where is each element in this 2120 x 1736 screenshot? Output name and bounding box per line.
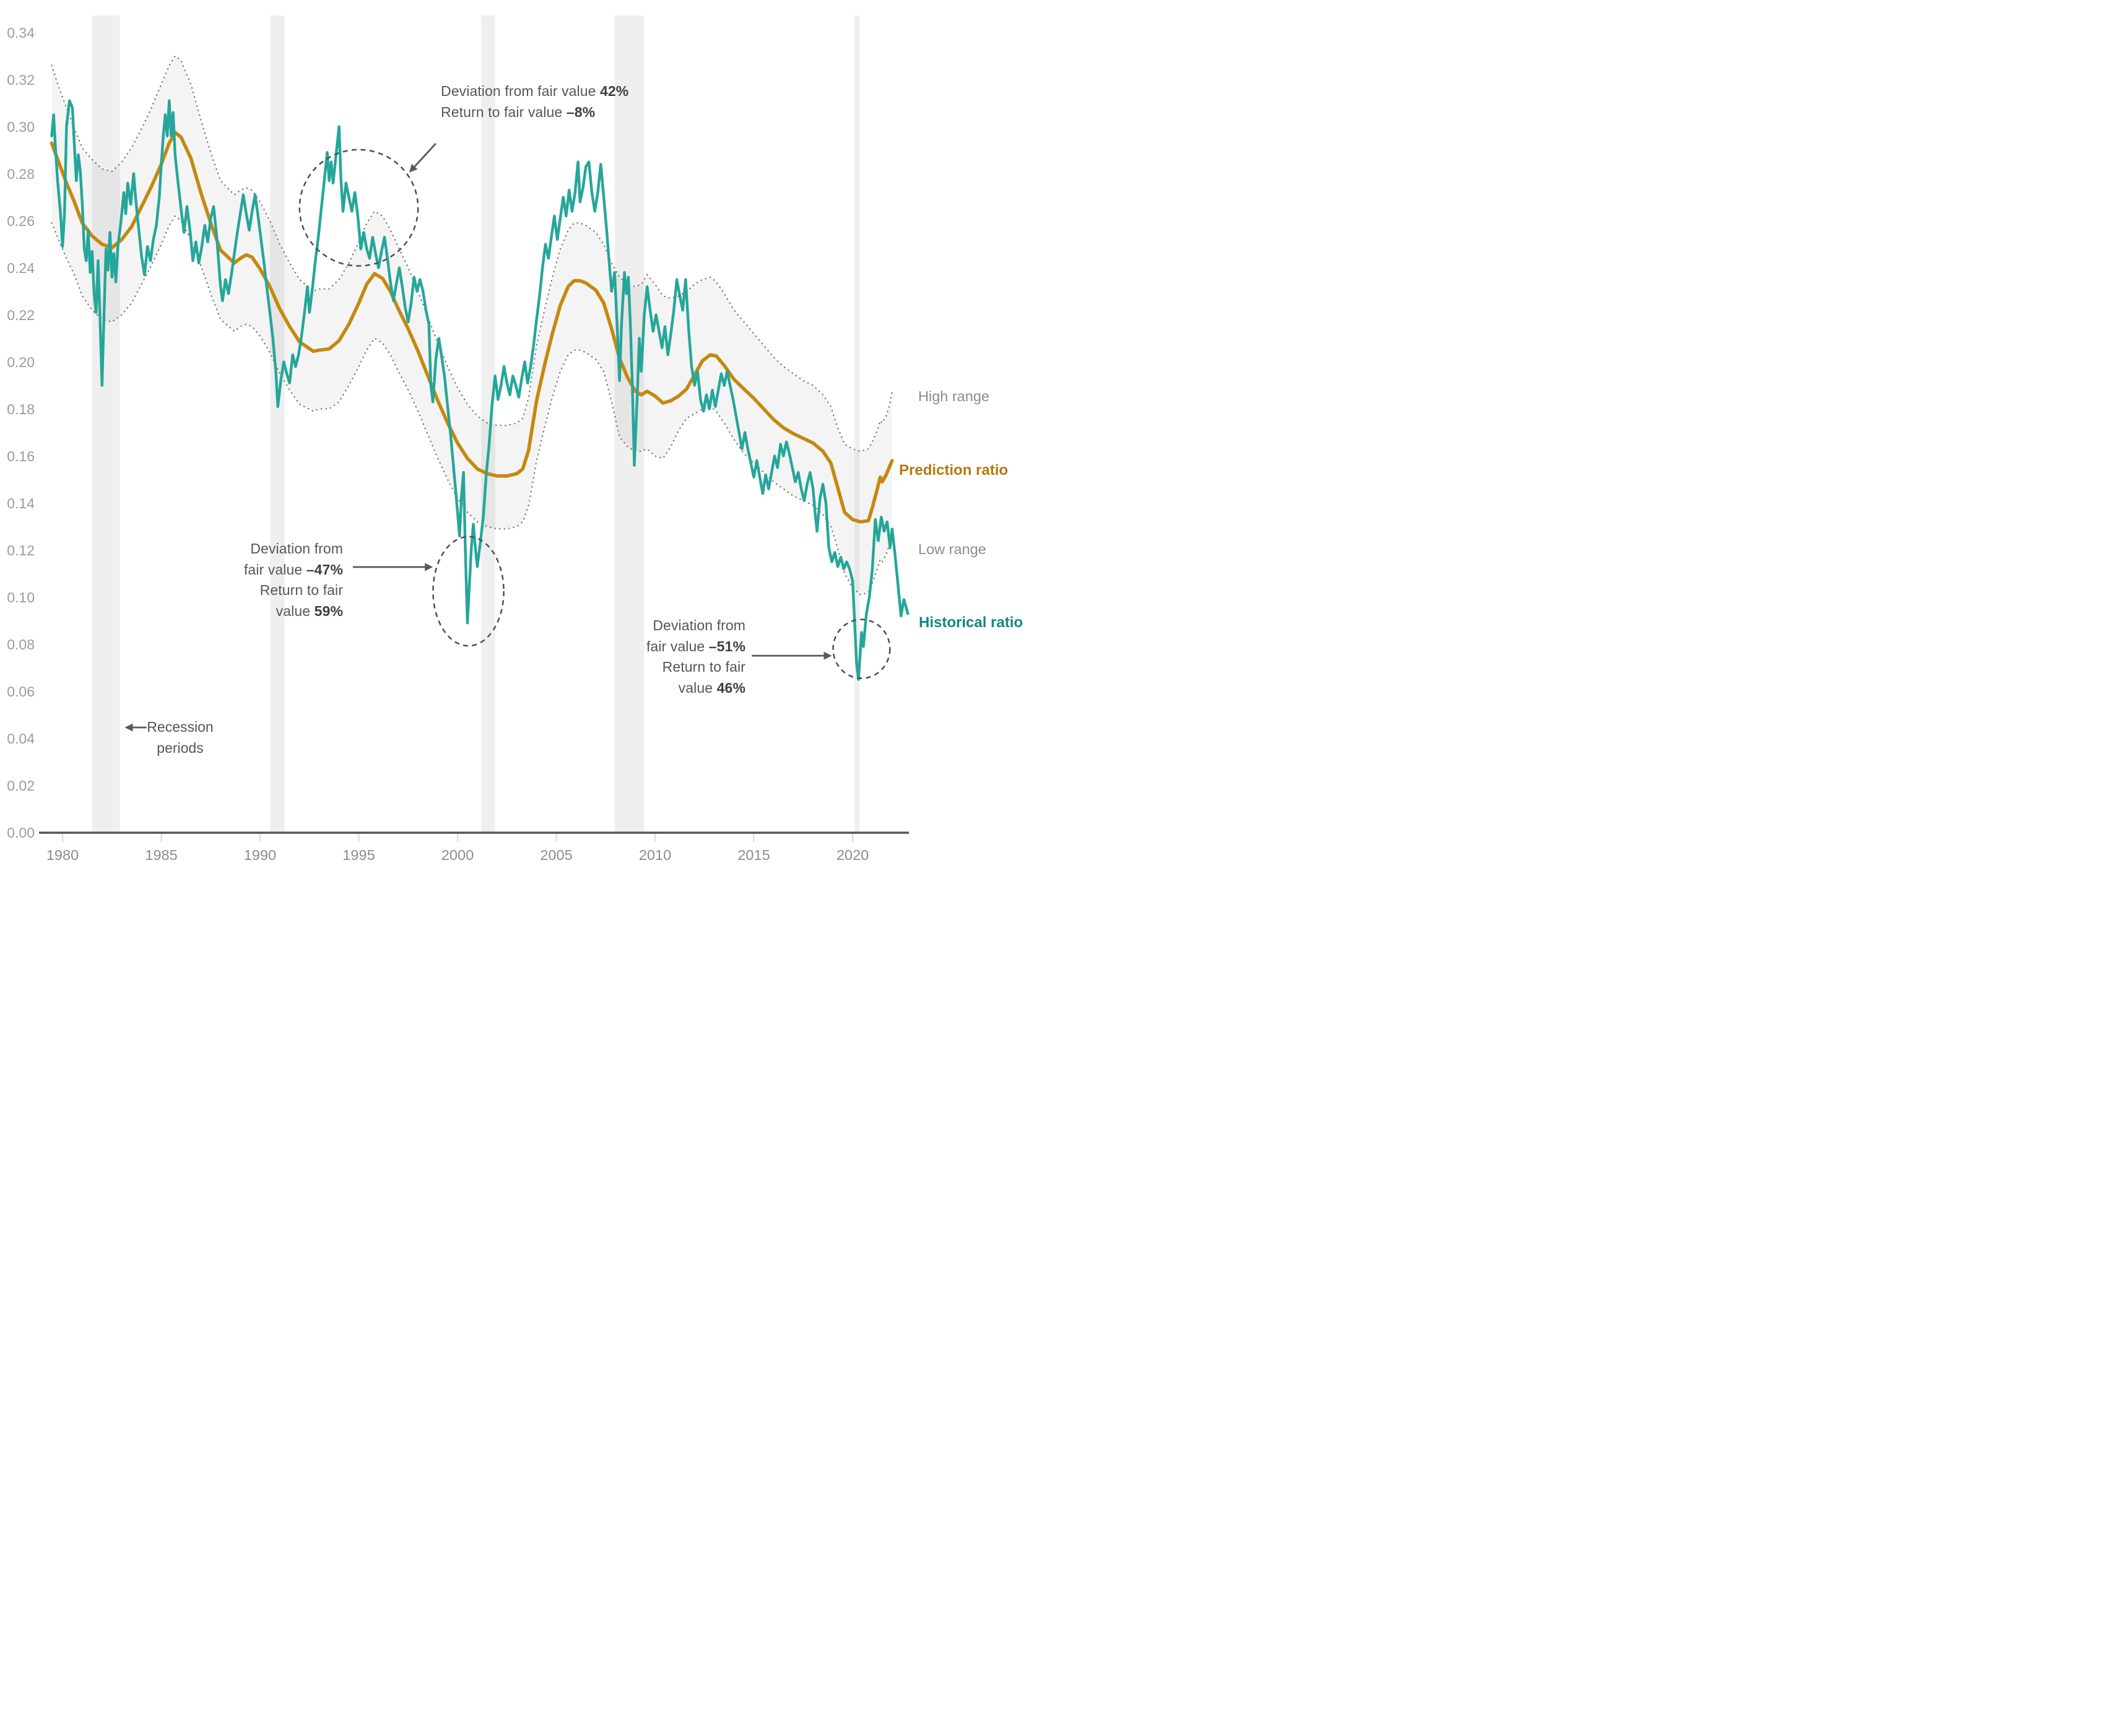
callout-circle	[432, 536, 505, 647]
fair-value-range-fill	[51, 56, 892, 595]
recession-band	[481, 15, 495, 833]
recession-band	[269, 15, 285, 833]
high-range-line	[51, 54, 893, 453]
annotation-arrowhead	[823, 651, 832, 660]
fair-value-chart: 0.00 0.02 0.04 0.06 0.08 0.10 0.12 0.14 0.16 0.18…	[0, 0, 1060, 868]
annotation-arrowhead	[124, 723, 133, 732]
recession-band	[92, 15, 120, 833]
chart-canvas	[39, 15, 910, 842]
low-range-line	[51, 215, 893, 596]
historical-ratio-line	[50, 99, 910, 681]
prediction-ratio-line	[50, 131, 894, 524]
recession-band	[614, 15, 645, 833]
recession-band	[854, 15, 860, 833]
annotation-arrowhead	[425, 563, 433, 571]
annotation-arrow	[414, 142, 437, 167]
callout-circle	[298, 149, 419, 267]
callout-circle	[832, 618, 891, 679]
annotation-arrowhead	[409, 163, 418, 173]
